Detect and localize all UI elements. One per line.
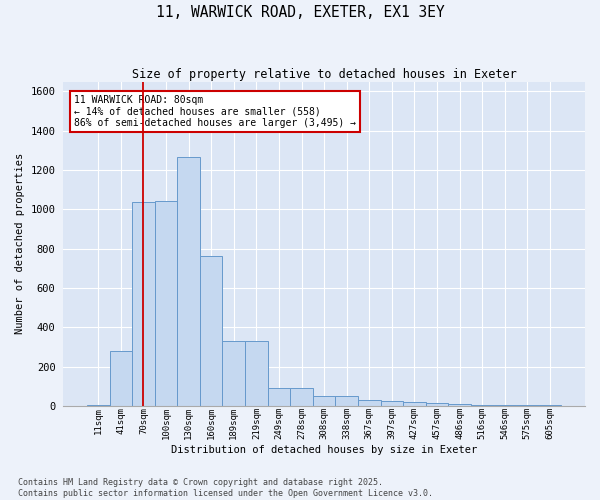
Bar — [177, 158, 200, 406]
Title: Size of property relative to detached houses in Exeter: Size of property relative to detached ho… — [132, 68, 517, 80]
Bar — [448, 404, 471, 406]
X-axis label: Distribution of detached houses by size in Exeter: Distribution of detached houses by size … — [171, 445, 477, 455]
Bar — [245, 341, 268, 406]
Bar — [335, 396, 358, 406]
Bar — [290, 388, 313, 406]
Bar — [516, 405, 539, 406]
Bar — [110, 351, 132, 406]
Bar — [471, 405, 494, 406]
Text: Contains HM Land Registry data © Crown copyright and database right 2025.
Contai: Contains HM Land Registry data © Crown c… — [18, 478, 433, 498]
Bar — [268, 388, 290, 406]
Bar — [223, 341, 245, 406]
Bar — [87, 405, 110, 406]
Bar — [155, 202, 177, 406]
Bar — [132, 202, 155, 406]
Bar — [358, 400, 380, 406]
Bar — [426, 403, 448, 406]
Bar — [313, 396, 335, 406]
Text: 11, WARWICK ROAD, EXETER, EX1 3EY: 11, WARWICK ROAD, EXETER, EX1 3EY — [155, 5, 445, 20]
Text: 11 WARWICK ROAD: 80sqm
← 14% of detached houses are smaller (558)
86% of semi-de: 11 WARWICK ROAD: 80sqm ← 14% of detached… — [74, 94, 356, 128]
Y-axis label: Number of detached properties: Number of detached properties — [15, 153, 25, 334]
Bar — [494, 405, 516, 406]
Bar — [403, 402, 426, 406]
Bar — [200, 256, 223, 406]
Bar — [539, 405, 561, 406]
Bar — [380, 401, 403, 406]
